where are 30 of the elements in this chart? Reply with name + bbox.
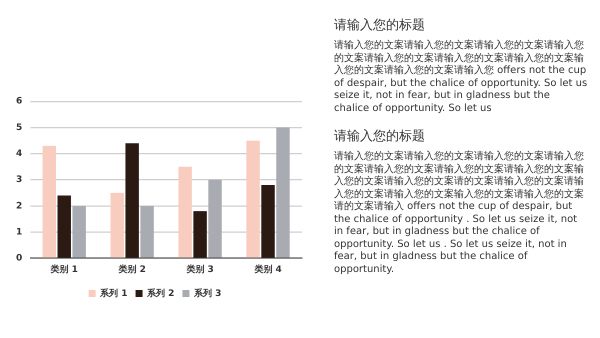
bar [72, 206, 86, 258]
y-tick-label: 0 [16, 254, 22, 264]
bar [178, 166, 192, 258]
bar [110, 192, 124, 258]
text: 请输入您的标题 [334, 128, 426, 145]
y-tick-label: 3 [16, 175, 22, 186]
bar [42, 146, 56, 258]
legend-label: 系列 2 [146, 288, 174, 299]
text: 请输入您的文案请输入您的文案请输入您的文案请输入您的文案请输入您的文案请输入您的文案请输入您的文案输入您的文案请输入您的文案请输入您 offers not the cup of despair, but the chalice of opportunity. So let us seize it, not in fear, but in gladness but the chalice of opportunity. So let us [334, 40, 588, 115]
y-tick-label: 6 [16, 96, 22, 107]
x-tick-label: 类别 1 [50, 264, 78, 275]
text: 请输入您的文案请输入您的文案请输入您的文案请输入您的文案请输入您的文案请输入您的文案请输入您的文案输入您的文案请输入您的文案请的文案请输入您的文案请输入您的文案请输入您的文案输入您的文案请输入您的文案请的文案请输入 offers not the cup of despair, but the chalice of opportunity . So let us seize it, not in fear, but in gladness but the chalice of opportunity. So let us . So let us seize it, not in fear, but in gladness but the chalice of opportunity. [334, 151, 584, 274]
bar [193, 211, 207, 258]
x-tick-label: 类别 4 [253, 264, 282, 275]
x-tick-label: 类别 2 [117, 264, 146, 275]
legend-label: 系列 3 [192, 288, 222, 299]
bar [261, 185, 275, 258]
text: 请输入您的标题 [334, 17, 426, 34]
bar [276, 128, 290, 258]
bar [125, 143, 139, 258]
legend-label: 系列 1 [99, 288, 128, 299]
bar [58, 195, 71, 258]
y-tick-label: 5 [16, 122, 22, 133]
y-tick-label: 1 [16, 227, 22, 238]
bar [246, 140, 260, 258]
bar [208, 180, 222, 258]
y-tick-label: 2 [16, 201, 22, 212]
bar [140, 206, 154, 258]
x-tick-label: 类别 3 [185, 264, 214, 275]
y-tick-label: 4 [16, 149, 22, 160]
